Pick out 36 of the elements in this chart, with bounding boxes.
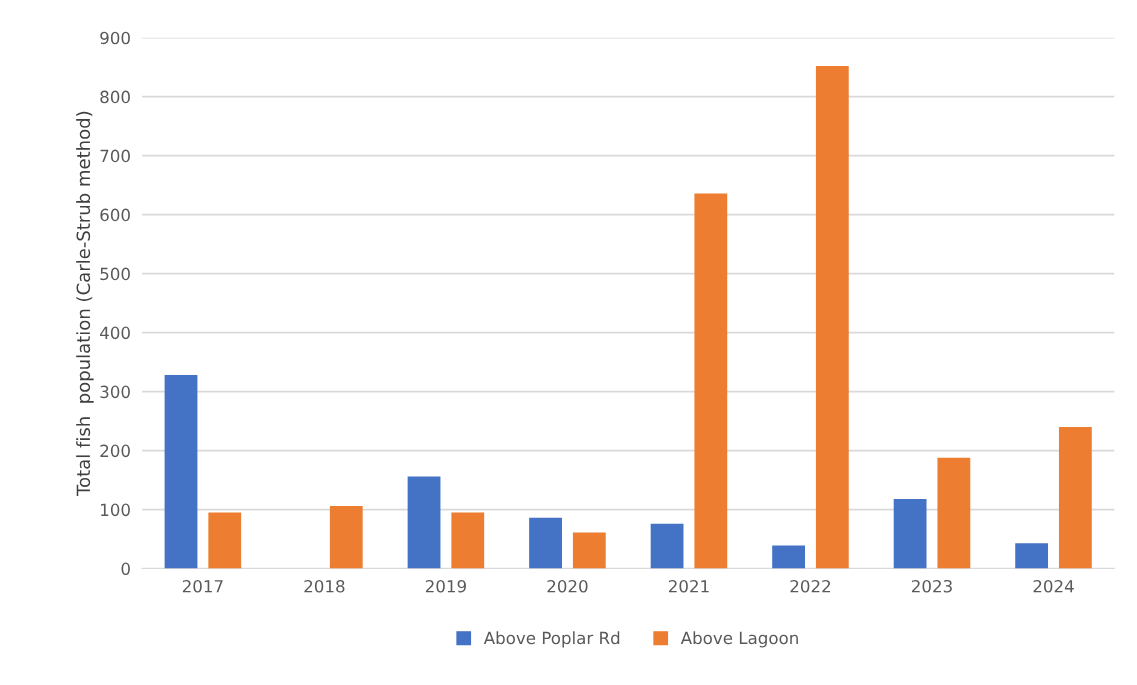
y-tick-label: 100 (101, 503, 130, 517)
y-tick-label: 300 (100, 385, 130, 399)
bar (572, 532, 606, 569)
bar (451, 512, 485, 569)
bar (650, 523, 684, 569)
bar (329, 506, 363, 569)
bar (893, 498, 927, 569)
x-tick-label: 2023 (912, 579, 952, 593)
x-tick-label: 2022 (790, 579, 831, 593)
x-tick-label: 2017 (182, 579, 223, 593)
legend-label: Above Poplar Rd (483, 631, 620, 648)
y-tick-label: 400 (100, 326, 130, 340)
y-tick-label: 900 (100, 31, 130, 45)
y-tick-label: 600 (100, 208, 130, 222)
x-tick-label: 2018 (304, 579, 345, 593)
y-tick-label: 500 (100, 267, 130, 281)
bar (772, 545, 805, 569)
x-tick-label: 2021 (668, 579, 709, 593)
bar (529, 517, 562, 569)
bar (1058, 426, 1092, 569)
x-tick-label: 2019 (425, 579, 466, 593)
bar (937, 457, 971, 569)
y-tick-label: 200 (100, 444, 130, 458)
y-tick-label: 0 (121, 562, 130, 576)
bar (407, 476, 441, 569)
bar (815, 65, 849, 569)
y-tick-label: 700 (100, 149, 130, 163)
bar (208, 512, 242, 569)
x-tick-label: 2020 (547, 579, 588, 593)
legend-label: Above Lagoon (680, 631, 798, 648)
bar (1015, 543, 1049, 569)
x-tick-label: 2024 (1033, 579, 1074, 593)
bar (164, 375, 198, 569)
y-tick-label: 800 (100, 90, 130, 104)
bar (694, 193, 728, 569)
y-axis-title: Total fish population (Carle-Strub method) (76, 111, 94, 496)
